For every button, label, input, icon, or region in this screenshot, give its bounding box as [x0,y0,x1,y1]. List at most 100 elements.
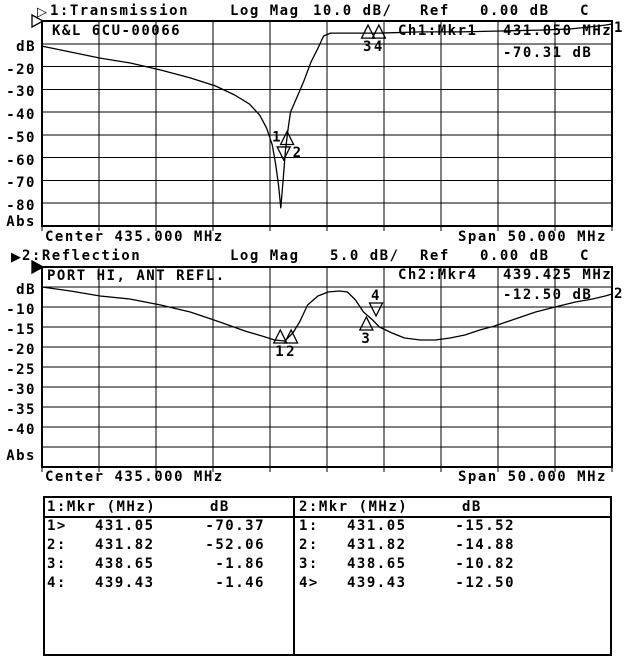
mkr-row-db: -52.06 [205,537,265,553]
marker-table-right-header: 2:Mkr (MHz) [299,499,409,515]
channel2-ytick: -20 [6,342,36,358]
channel2-cal-flag: C [580,248,590,264]
marker-triangle-down-icon [368,302,384,318]
graticule-border [41,266,613,468]
mkr-row-db: -12.50 [455,575,515,591]
channel2-scale: 5.0 dB/ [330,248,400,264]
ref-level-indicator-filled-icon [31,259,45,275]
marker-table-right-header-db: dB [462,499,482,515]
marker-triangle-down-icon [276,146,292,162]
mkr-row-db: -1.86 [215,556,265,572]
channel1-scale: 10.0 dB/ [313,3,393,19]
trace-line [41,286,613,342]
chann2-ytick: -40 [6,422,36,438]
mkr-row-freq: 438.65 [347,556,407,572]
mkr-row-freq: 439.43 [95,575,155,591]
channel2-ref-value: 0.00 dB [480,248,550,264]
mkr-row-freq: 431.05 [95,518,155,534]
marker-number-label: 4 [374,39,382,55]
marker-number-label: 2 [293,145,301,161]
channel1-ytick: -40 [6,107,36,123]
channel2-edge-number: 2 [614,286,624,302]
channel2-axis-unit: dB [16,282,36,298]
channel1-format: Log Mag [230,3,300,19]
channel2-ytick: -10 [6,302,36,318]
channel2-ytick: -25 [6,362,36,378]
mkr-row-id: 1: [299,518,319,534]
channel2-format: Log Mag [230,248,300,264]
mkr-row-db: -1.46 [215,575,265,591]
mkr-row-freq: 431.05 [347,518,407,534]
channel1-readout-freq: 431.050 MHz [503,23,613,39]
graticule-border [41,20,613,227]
mkr-row-db: -14.88 [455,537,515,553]
channel1-span: Span 50.000 MHz [458,229,607,245]
trace-line [41,23,613,209]
mkr-row-id: 2: [47,537,67,553]
marker-number-label: 3 [363,39,371,55]
channel1-ref-value: 0.00 dB [480,3,550,19]
marker-table-divider [293,496,295,654]
mkr-row-id: 2: [299,537,319,553]
marker-table-left-header-db: dB [210,499,230,515]
channel1-edge-number: 1 [614,20,624,36]
channel2-title: 2:Reflection [22,248,142,264]
channel1-ytick: -70 [6,175,36,191]
marker-triangle-up-icon [358,315,374,331]
channel1-ytick: -80 [6,198,36,214]
channel1-select-icon: ▷ [37,5,47,20]
mkr-row-db: -70.37 [205,518,265,534]
channel1-ytick: -30 [6,84,36,100]
channel1-axis-abs: Abs [6,214,36,230]
mkr-row-id: 3: [299,556,319,572]
mkr-row-db: -15.52 [455,518,515,534]
channel2-select-icon: ▶ [11,250,21,265]
mkr-row-id: 4: [47,575,67,591]
channel1-axis-unit: dB [16,39,36,55]
marker-triangle-up-icon [283,328,299,344]
marker-triangle-up-icon [272,328,288,344]
channel2-center: Center 435.000 MHz [45,469,224,485]
marker-number-label: 1 [275,344,283,360]
marker-triangle-up-icon [371,23,387,39]
channel2-span: Span 50.000 MHz [458,469,607,485]
marker-triangle-up-icon [279,130,295,146]
channel1-center: Center 435.000 MHz [45,229,224,245]
channel1-ref-label: Ref [420,3,450,19]
channel2-ytick: -30 [6,382,36,398]
marker-number-label: 3 [361,331,369,347]
marker-number-label: 1 [272,129,280,145]
channel2-readout-freq: 439.425 MHz [503,267,613,283]
marker-number-label: 2 [286,344,294,360]
mkr-row-id: 1> [47,518,67,534]
mkr-row-freq: 431.82 [347,537,407,553]
channel2-ytick: -15 [6,322,36,338]
channel1-readout-value: -70.31 dB [503,45,593,61]
channel1-ytick: -20 [6,62,36,78]
ref-level-indicator-outline-icon [31,13,45,29]
channel1-ytick: -50 [6,130,36,146]
channel1-ytick: -60 [6,153,36,169]
mkr-row-db: -10.82 [455,556,515,572]
channel1-device-label: K&L 6CU-00066 [52,23,182,39]
marker-number-label: 4 [371,288,379,304]
channel1-readout-source: Ch1:Mkr1 [398,23,478,39]
channel2-device-label: PORT HI, ANT REFL. [47,268,226,284]
marker-table-left-header: 1:Mkr (MHz) [47,499,157,515]
channel1-title: 1:Transmission [50,3,190,19]
marker-table [43,496,612,656]
channel2-readout-source: Ch2:Mkr4 [398,267,478,283]
mkr-row-freq: 431.82 [95,537,155,553]
mkr-row-id: 4> [299,575,319,591]
marker-table-header-rule [43,516,610,518]
marker-triangle-up-icon [360,23,376,39]
channel2-axis-abs: Abs [6,448,36,464]
channel1-cal-flag: C [580,3,590,19]
mkr-row-freq: 439.43 [347,575,407,591]
mkr-row-id: 3: [47,556,67,572]
channel2-ytick: -35 [6,402,36,418]
mkr-row-freq: 438.65 [95,556,155,572]
channel2-ref-label: Ref [420,248,450,264]
